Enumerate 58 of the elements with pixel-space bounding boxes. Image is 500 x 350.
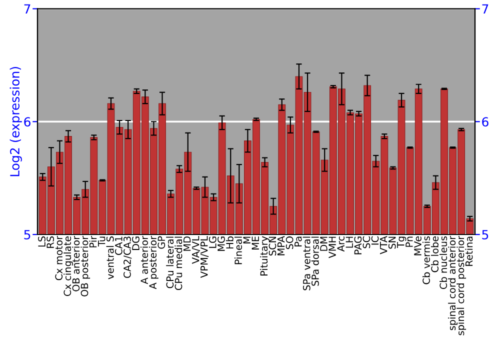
x-tick-label: ventral S [106, 236, 114, 280]
y-axis-title: Log2 (expression) [10, 66, 22, 176]
x-tick-label: SO [286, 236, 294, 250]
x-tick-label: spinal cord posterior [456, 236, 466, 336]
x-tick-label: IC [371, 236, 379, 245]
x-tick-label: LG [208, 236, 216, 248]
x-tick-label: LH [346, 236, 353, 248]
y2-tick-label: 5 [482, 230, 488, 240]
x-tick-label: MVe [414, 236, 422, 256]
x-tick-label: SCN [268, 236, 276, 256]
x-tick-label: OB posterior [80, 236, 90, 296]
x-tick-label: OB anterior [72, 236, 80, 292]
x-tick-label: Pituitary [260, 236, 270, 276]
y-tick-label: 7 [24, 4, 30, 14]
x-tick-label: A posterior [149, 236, 158, 290]
x-tick-label: VPM/VPL [200, 236, 209, 278]
x-tick-label: CA2/CA3 [124, 236, 132, 278]
x-tick-label: M [243, 236, 250, 244]
x-tick-label: Arc [337, 236, 345, 252]
x-tick-label: Pa [294, 236, 302, 246]
x-tick-label: Hb [226, 236, 234, 248]
x-tick-label: DG [132, 236, 140, 250]
x-tick-label: RS [46, 236, 54, 248]
x-tick-label: PAG [354, 236, 362, 254]
x-tick-label: SPa ventral [302, 236, 310, 290]
x-tick-label: MD [183, 236, 191, 251]
x-tick-label: SC [362, 236, 370, 248]
x-tick-label: GP [158, 236, 166, 249]
x-tick-label: Cx motor [55, 236, 63, 280]
y2-tick-label: 7 [482, 4, 488, 14]
x-tick-label: Cb nucleus [440, 236, 448, 289]
x-tick-label: VMH [328, 236, 336, 258]
x-tick-label: CA1 [115, 236, 122, 255]
x-tick-label: VA/VL [192, 236, 200, 264]
x-tick-label: Pn [406, 236, 413, 247]
x-tick-label: MG [218, 236, 225, 251]
x-tick-label: Pineal [234, 236, 242, 264]
y-tick-label: 6 [24, 117, 30, 127]
y2-tick-label: 6 [482, 117, 488, 127]
x-tick-label: Pir [89, 236, 97, 248]
x-tick-label: ME [252, 236, 259, 250]
x-tick-label: A anterior [140, 236, 148, 284]
x-tick-label: LS [38, 236, 46, 247]
x-tick-label: Tg [397, 236, 406, 248]
x-tick-label: DM [320, 236, 328, 251]
x-tick-label: SN [388, 236, 396, 249]
x-tick-label: CPu medial [174, 236, 182, 290]
y-tick-label: 5 [24, 230, 30, 240]
x-tick-label: spinal cord anterior [448, 236, 458, 330]
x-tick-label: VTA [380, 236, 388, 254]
x-tick-label: SPa dorsal [311, 236, 319, 286]
x-tick-label: MPA [277, 236, 285, 256]
x-tick-label: CPu lateral [166, 236, 174, 288]
x-tick-label: Cb lobe [430, 236, 439, 272]
x-tick-label: Cx cingulate [64, 236, 73, 296]
x-tick-label: Cb vermis [422, 236, 430, 284]
x-tick-label: Retina [465, 236, 473, 266]
x-tick-label: Tu [98, 236, 106, 247]
